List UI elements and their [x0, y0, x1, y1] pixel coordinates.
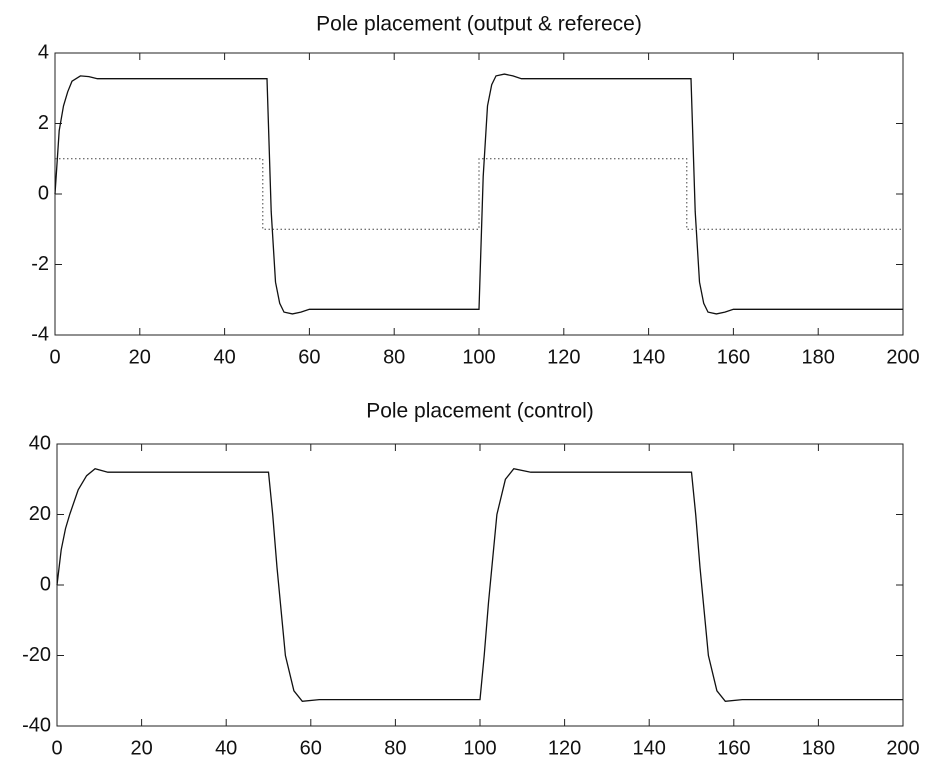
- y-tick-label: -40: [22, 714, 51, 736]
- x-tick-label: 60: [300, 737, 322, 759]
- y-tick-label: 0: [40, 573, 51, 595]
- x-tick-label: 20: [129, 346, 151, 368]
- x-tick-label: 80: [383, 346, 405, 368]
- plot-area: [57, 444, 903, 726]
- x-tick-label: 0: [49, 346, 60, 368]
- x-tick-label: 40: [215, 737, 237, 759]
- x-tick-label: 180: [802, 346, 835, 368]
- x-tick-label: 160: [717, 737, 750, 759]
- x-tick-label: 100: [462, 346, 495, 368]
- y-tick-label: 4: [38, 41, 49, 63]
- chart-title: Pole placement (control): [366, 400, 594, 423]
- x-tick-label: 180: [802, 737, 835, 759]
- x-tick-label: 100: [463, 737, 496, 759]
- y-tick-label: 0: [38, 182, 49, 204]
- x-tick-label: 120: [548, 737, 581, 759]
- x-tick-label: 40: [213, 346, 235, 368]
- x-tick-label: 120: [547, 346, 580, 368]
- y-tick-label: 2: [38, 112, 49, 134]
- y-tick-label: -2: [31, 253, 49, 275]
- x-tick-label: 140: [632, 346, 665, 368]
- x-tick-label: 0: [51, 737, 62, 759]
- x-tick-label: 60: [298, 346, 320, 368]
- x-tick-label: 160: [717, 346, 750, 368]
- y-tick-label: 20: [29, 503, 51, 525]
- x-tick-label: 200: [886, 346, 919, 368]
- y-tick-label: -4: [31, 323, 49, 345]
- x-tick-label: 20: [130, 737, 152, 759]
- figure: Pole placement (output & referece)020406…: [0, 0, 930, 765]
- x-tick-label: 200: [886, 737, 919, 759]
- x-tick-label: 140: [633, 737, 666, 759]
- y-tick-label: -20: [22, 644, 51, 666]
- chart-title: Pole placement (output & referece): [316, 13, 642, 36]
- x-tick-label: 80: [384, 737, 406, 759]
- y-tick-label: 40: [29, 432, 51, 454]
